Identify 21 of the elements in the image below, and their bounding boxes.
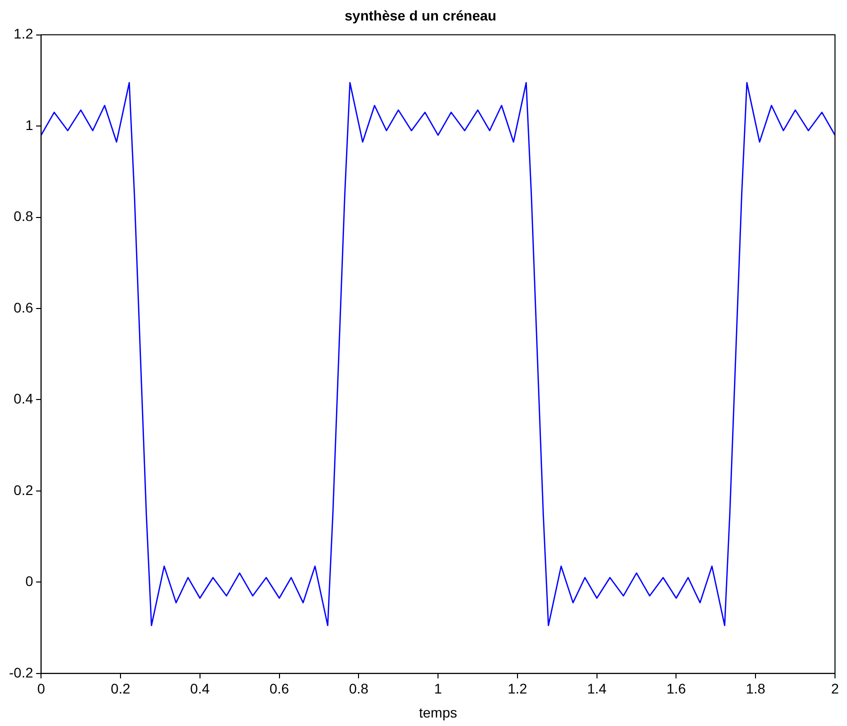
y-tick-label: 0.2 bbox=[14, 482, 34, 498]
x-tick-label: 1 bbox=[434, 680, 442, 697]
x-tick-label: 1.6 bbox=[666, 680, 686, 697]
y-tick-label: 0.4 bbox=[14, 390, 34, 407]
x-tick-label: 1.2 bbox=[508, 680, 528, 697]
y-tick-label: -0.2 bbox=[9, 664, 34, 680]
x-tick-label: 0.4 bbox=[190, 680, 210, 697]
x-tick-label: 0.2 bbox=[110, 680, 130, 697]
y-tick-label: 0 bbox=[25, 573, 34, 590]
x-axis-title: temps bbox=[419, 704, 458, 720]
x-tick-label: 0.6 bbox=[270, 680, 290, 697]
y-tick-label: 0.8 bbox=[14, 208, 34, 224]
x-tick-label: 1.4 bbox=[587, 680, 607, 697]
x-tick-label: 2 bbox=[831, 680, 840, 697]
y-tick-label: 1 bbox=[25, 116, 34, 133]
x-tick-label: 1.8 bbox=[746, 680, 766, 697]
y-tick-label: 0.6 bbox=[14, 299, 34, 316]
chart-title: synthèse d un créneau bbox=[344, 7, 496, 24]
y-tick-label: 1.2 bbox=[14, 26, 34, 42]
x-tick-label: 0.8 bbox=[348, 680, 369, 697]
x-tick-label: 0 bbox=[37, 680, 46, 697]
